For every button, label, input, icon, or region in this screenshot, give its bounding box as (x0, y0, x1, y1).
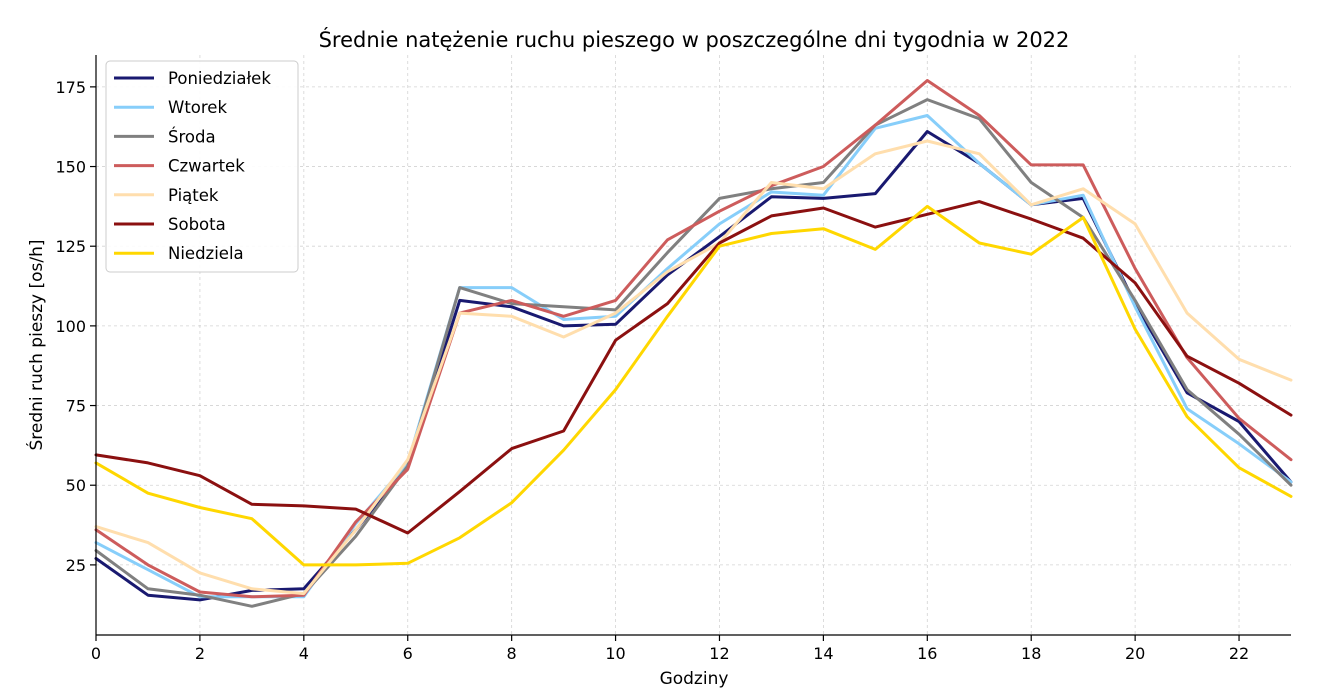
legend-label: Sobota (168, 215, 226, 234)
x-axis-ticks: 0 2 4 6 8 10 12 14 16 18 20 22 (91, 635, 1249, 663)
series-line-7 (94, 204, 1293, 567)
y-axis-ticks: 25 50 75 100 125 150 175 (55, 78, 96, 575)
y-tick-label: 150 (55, 158, 86, 177)
y-tick-label: 125 (55, 237, 86, 256)
x-tick-label: 8 (507, 644, 517, 663)
x-tick-label: 18 (1021, 644, 1041, 663)
series-line-5 (94, 139, 1293, 596)
x-tick-label: 16 (917, 644, 937, 663)
x-tick-label: 4 (299, 644, 309, 663)
y-tick-label: 175 (55, 78, 86, 97)
y-tick-label: 50 (66, 476, 86, 495)
legend-label: Czwartek (168, 157, 245, 176)
y-tick-label: 25 (66, 556, 86, 575)
series-line-4 (94, 79, 1293, 599)
x-tick-label: 2 (195, 644, 205, 663)
chart-title: Średnie natężenie ruchu pieszego w poszc… (319, 27, 1070, 52)
legend-label: Wtorek (168, 98, 227, 117)
y-tick-label: 75 (66, 397, 86, 416)
y-axis-label: Średni ruch pieszy [os/h] (25, 239, 47, 450)
legend-label: Niedziela (168, 244, 244, 263)
y-tick-label: 100 (55, 317, 86, 336)
axes-spines (95, 55, 1291, 636)
legend-label: Środa (168, 127, 216, 146)
legend-label: Piątek (168, 186, 219, 205)
x-tick-label: 12 (709, 644, 729, 663)
x-tick-label: 6 (403, 644, 413, 663)
legend-frame (105, 60, 299, 273)
legend: Poniedziałek Wtorek Środa Czwartek Piątek Sob… (105, 60, 299, 273)
x-axis-label: Godziny (660, 669, 729, 689)
x-tick-label: 14 (813, 644, 833, 663)
series-line-6 (94, 200, 1293, 535)
x-tick-label: 0 (91, 644, 101, 663)
x-tick-label: 22 (1229, 644, 1249, 663)
x-tick-label: 20 (1125, 644, 1145, 663)
series-group (94, 79, 1293, 608)
legend-label: Poniedziałek (168, 69, 271, 88)
x-tick-label: 10 (605, 644, 625, 663)
